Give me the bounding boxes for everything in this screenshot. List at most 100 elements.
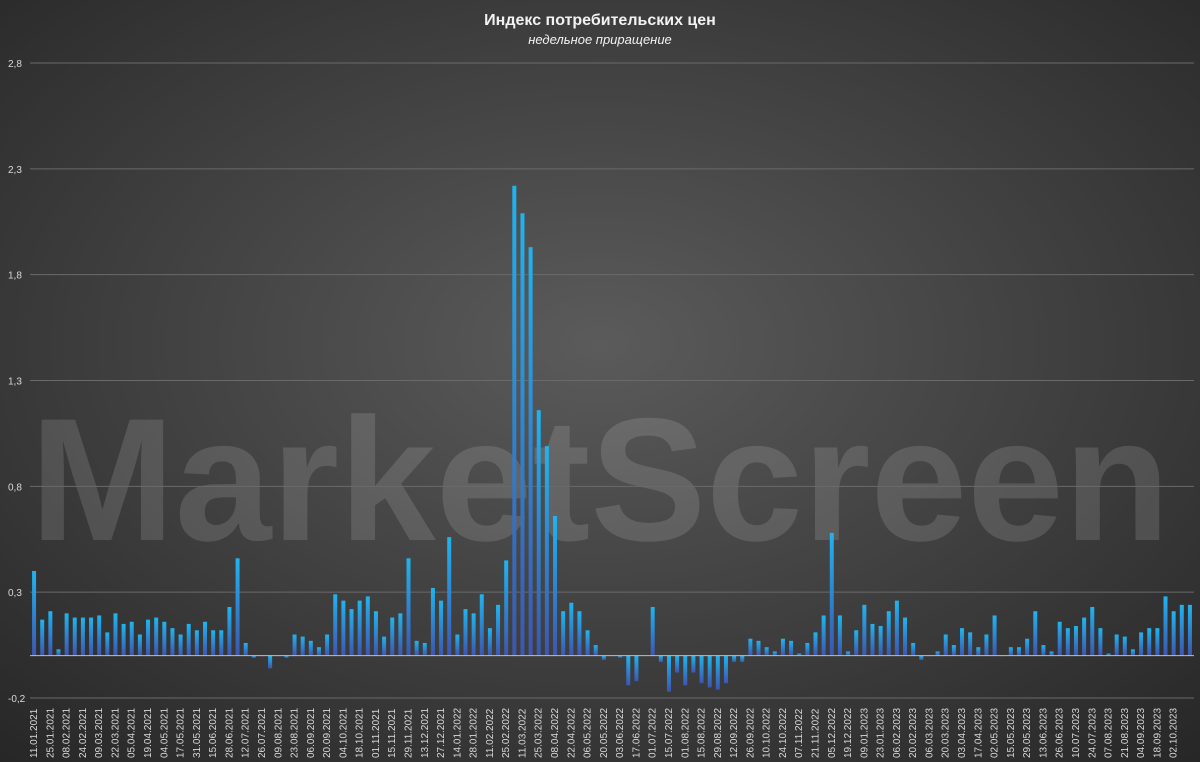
bar (561, 611, 566, 656)
x-tick-label: 19.04.2021 (143, 708, 154, 758)
y-tick-label: 0,8 (8, 482, 22, 493)
x-tick-label: 22.04.2022 (566, 708, 577, 758)
x-tick-label: 05.04.2021 (127, 708, 138, 758)
x-tick-label: 23.08.2021 (290, 708, 301, 758)
bar (390, 617, 395, 656)
bar (300, 636, 305, 656)
bar (789, 640, 794, 656)
bar (211, 630, 216, 656)
bar (227, 606, 232, 656)
x-tick-label: 18.09.2023 (1152, 708, 1163, 758)
x-tick-label: 07.11.2022 (794, 708, 805, 758)
bar (707, 655, 712, 688)
bar (1098, 628, 1103, 656)
bar (504, 560, 509, 656)
bar (821, 615, 826, 656)
x-tick-label: 12.09.2022 (729, 708, 740, 758)
bar (1187, 604, 1192, 656)
bar (1171, 611, 1176, 656)
bar (137, 634, 142, 656)
bar (569, 602, 574, 656)
x-tick-label: 21.11.2022 (810, 708, 821, 758)
bar (268, 655, 273, 669)
bar (97, 615, 102, 656)
bar (398, 613, 403, 656)
bar (577, 611, 582, 656)
x-tick-label: 26.09.2022 (745, 708, 756, 758)
x-tick-label: 21.08.2023 (1120, 708, 1131, 758)
x-tick-label: 15.08.2022 (697, 708, 708, 758)
bar (976, 647, 981, 656)
x-tick-label: 25.02.2022 (501, 708, 512, 758)
bar (1073, 626, 1078, 656)
y-tick-label: 2,8 (8, 59, 22, 70)
bar (984, 634, 989, 656)
bar (170, 628, 175, 656)
bar (463, 609, 468, 656)
bar (553, 515, 558, 656)
x-tick-label: 11.03.2022 (517, 708, 528, 758)
bar (341, 600, 346, 656)
x-tick-label: 24.02.2021 (78, 708, 89, 758)
bar (748, 638, 753, 656)
x-tick-label: 12.07.2021 (241, 708, 252, 758)
y-tick-label: 2,3 (8, 165, 22, 176)
x-tick-label: 02.05.2023 (990, 708, 1001, 758)
x-tick-label: 05.12.2022 (827, 708, 838, 758)
bar (333, 594, 338, 656)
bar (406, 558, 411, 656)
x-tick-label: 06.09.2021 (306, 708, 317, 758)
bar (854, 630, 859, 656)
bar (154, 617, 159, 656)
x-tick-label: 15.07.2022 (664, 708, 675, 758)
x-tick-label: 02.10.2023 (1169, 708, 1180, 758)
x-tick-label: 29.11.2021 (404, 708, 415, 758)
bar (756, 640, 761, 656)
bar (72, 617, 77, 656)
x-tick-label: 04.09.2023 (1136, 708, 1147, 758)
bar (919, 655, 924, 660)
bar (349, 609, 354, 656)
bar (1008, 647, 1013, 656)
x-tick-label: 31.05.2021 (192, 708, 203, 758)
bar (960, 628, 965, 656)
bar (146, 619, 151, 656)
bar (1025, 638, 1030, 656)
bar (691, 655, 696, 673)
x-tick-label: 13.06.2023 (1038, 708, 1049, 758)
bar (316, 647, 321, 656)
x-tick-label: 11.02.2022 (485, 708, 496, 758)
bar (935, 651, 940, 656)
y-tick-label: -0,2 (8, 694, 26, 705)
x-tick-label: 15.06.2021 (208, 708, 219, 758)
x-tick-label: 13.12.2021 (420, 708, 431, 758)
x-tick-label: 06.02.2023 (892, 708, 903, 758)
bar (471, 613, 476, 656)
x-tick-label: 09.08.2021 (273, 708, 284, 758)
bar (1057, 621, 1062, 656)
bar (1114, 634, 1119, 656)
bar (911, 642, 916, 656)
bar (1033, 611, 1038, 656)
bar (178, 634, 183, 656)
bar (186, 623, 191, 656)
bar (618, 655, 623, 658)
x-tick-label: 15.05.2023 (1006, 708, 1017, 758)
bar (365, 596, 370, 656)
bar (1130, 649, 1135, 656)
bar (496, 604, 501, 656)
x-tick-label: 27.12.2021 (436, 708, 447, 758)
bar (414, 640, 419, 656)
bar (422, 642, 427, 656)
bar (64, 613, 69, 656)
x-tick-label: 20.05.2022 (599, 708, 610, 758)
bar (243, 642, 248, 656)
bar (430, 587, 435, 656)
bar (56, 649, 61, 656)
x-tick-label: 17.04.2023 (973, 708, 984, 758)
bar (740, 655, 745, 663)
bar (447, 537, 452, 656)
x-tick-label: 22.03.2021 (110, 708, 121, 758)
x-tick-label: 06.03.2023 (924, 708, 935, 758)
